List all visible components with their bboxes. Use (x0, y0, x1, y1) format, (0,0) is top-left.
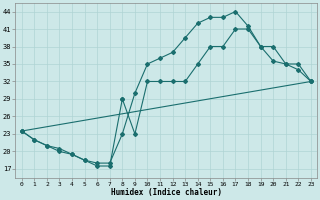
X-axis label: Humidex (Indice chaleur): Humidex (Indice chaleur) (111, 188, 222, 197)
